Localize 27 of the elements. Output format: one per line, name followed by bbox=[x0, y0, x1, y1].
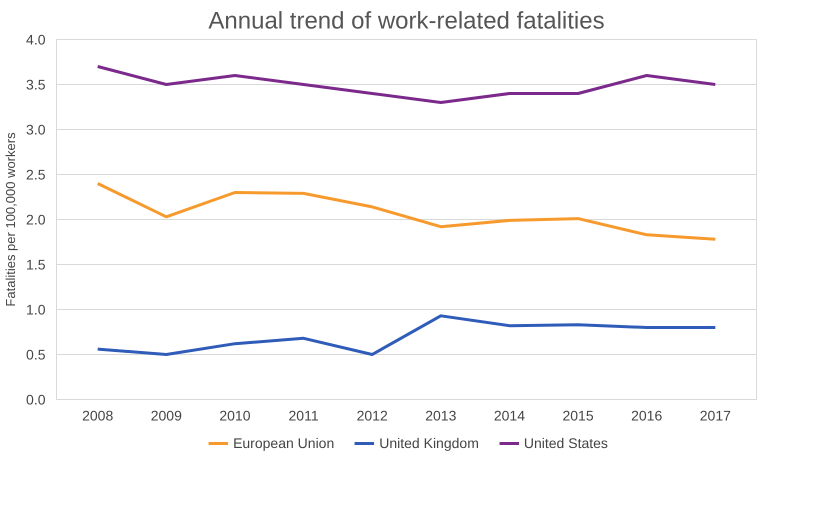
y-tick-label: 0.5 bbox=[26, 346, 46, 362]
y-tick-label: 1.0 bbox=[26, 302, 46, 318]
chart-title: Annual trend of work-related fatalities bbox=[208, 8, 605, 34]
y-axis-title: Fatalities per 100,000 workers bbox=[3, 132, 18, 307]
line-series bbox=[96, 314, 717, 356]
x-tick-label: 2013 bbox=[425, 408, 457, 424]
x-tick-label: 2009 bbox=[150, 408, 182, 424]
legend-label: United States bbox=[524, 435, 608, 451]
x-tick-label: 2012 bbox=[356, 408, 388, 424]
x-tick-label: 2016 bbox=[631, 408, 662, 424]
x-tick-label: 2015 bbox=[562, 408, 594, 424]
y-tick-label: 3.5 bbox=[26, 76, 46, 92]
y-tick-label: 3.0 bbox=[26, 122, 46, 138]
line-series bbox=[96, 182, 717, 241]
legend-label: United Kingdom bbox=[379, 435, 479, 451]
y-tick-label: 4.0 bbox=[26, 32, 46, 48]
y-tick-label: 2.0 bbox=[26, 212, 46, 228]
x-tick-label: 2008 bbox=[82, 408, 114, 424]
x-tick-label: 2017 bbox=[700, 408, 732, 424]
line-series bbox=[96, 65, 717, 104]
x-tick-label: 2014 bbox=[494, 408, 526, 424]
y-tick-label: 2.5 bbox=[26, 166, 46, 182]
legend-label: European Union bbox=[233, 435, 334, 451]
x-tick-label: 2010 bbox=[219, 408, 251, 424]
y-tick-label: 0.0 bbox=[26, 392, 46, 408]
y-tick-label: 1.5 bbox=[26, 256, 46, 272]
x-tick-label: 2011 bbox=[288, 408, 319, 424]
